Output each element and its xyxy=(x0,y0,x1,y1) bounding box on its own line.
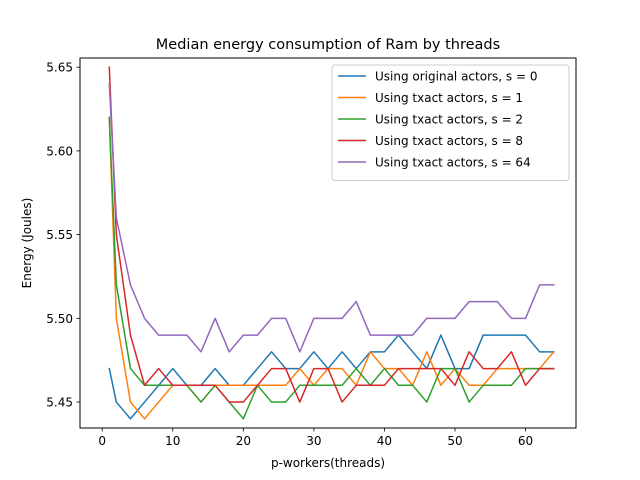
legend-label-2: Using txact actors, s = 2 xyxy=(375,113,523,127)
x-tick-label: 40 xyxy=(377,434,392,448)
chart-title: Median energy consumption of Ram by thre… xyxy=(156,37,500,53)
x-tick-label: 60 xyxy=(518,434,533,448)
y-tick-label: 5.45 xyxy=(46,396,73,410)
y-axis: 5.45 5.50 5.55 5.60 5.65 xyxy=(46,61,80,410)
y-axis-label: Energy (Joules) xyxy=(20,198,34,289)
x-tick-label: 50 xyxy=(447,434,462,448)
legend-label-0: Using original actors, s = 0 xyxy=(375,70,537,84)
x-tick-label: 20 xyxy=(236,434,251,448)
x-tick-label: 30 xyxy=(306,434,321,448)
y-tick-label: 5.60 xyxy=(46,144,73,158)
y-tick-label: 5.65 xyxy=(46,61,73,75)
legend-label-4: Using txact actors, s = 64 xyxy=(375,156,531,170)
legend-box xyxy=(331,64,570,181)
x-axis: 0 10 20 30 40 50 60 xyxy=(98,428,533,448)
x-axis-label: p-workers(threads) xyxy=(271,456,385,470)
axes-frame xyxy=(79,57,577,429)
legend-label-1: Using txact actors, s = 1 xyxy=(375,91,523,105)
series-line-4 xyxy=(108,83,555,353)
legend-label-3: Using txact actors, s = 8 xyxy=(375,134,523,148)
x-tick-label: 0 xyxy=(98,434,106,448)
y-tick-label: 5.50 xyxy=(46,312,73,326)
y-tick-label: 5.55 xyxy=(46,228,73,242)
x-tick-label: 10 xyxy=(165,434,180,448)
plot-area xyxy=(108,66,555,420)
series-line-3 xyxy=(108,66,555,403)
legend: Using original actors, s = 0 Using txact … xyxy=(331,64,570,181)
